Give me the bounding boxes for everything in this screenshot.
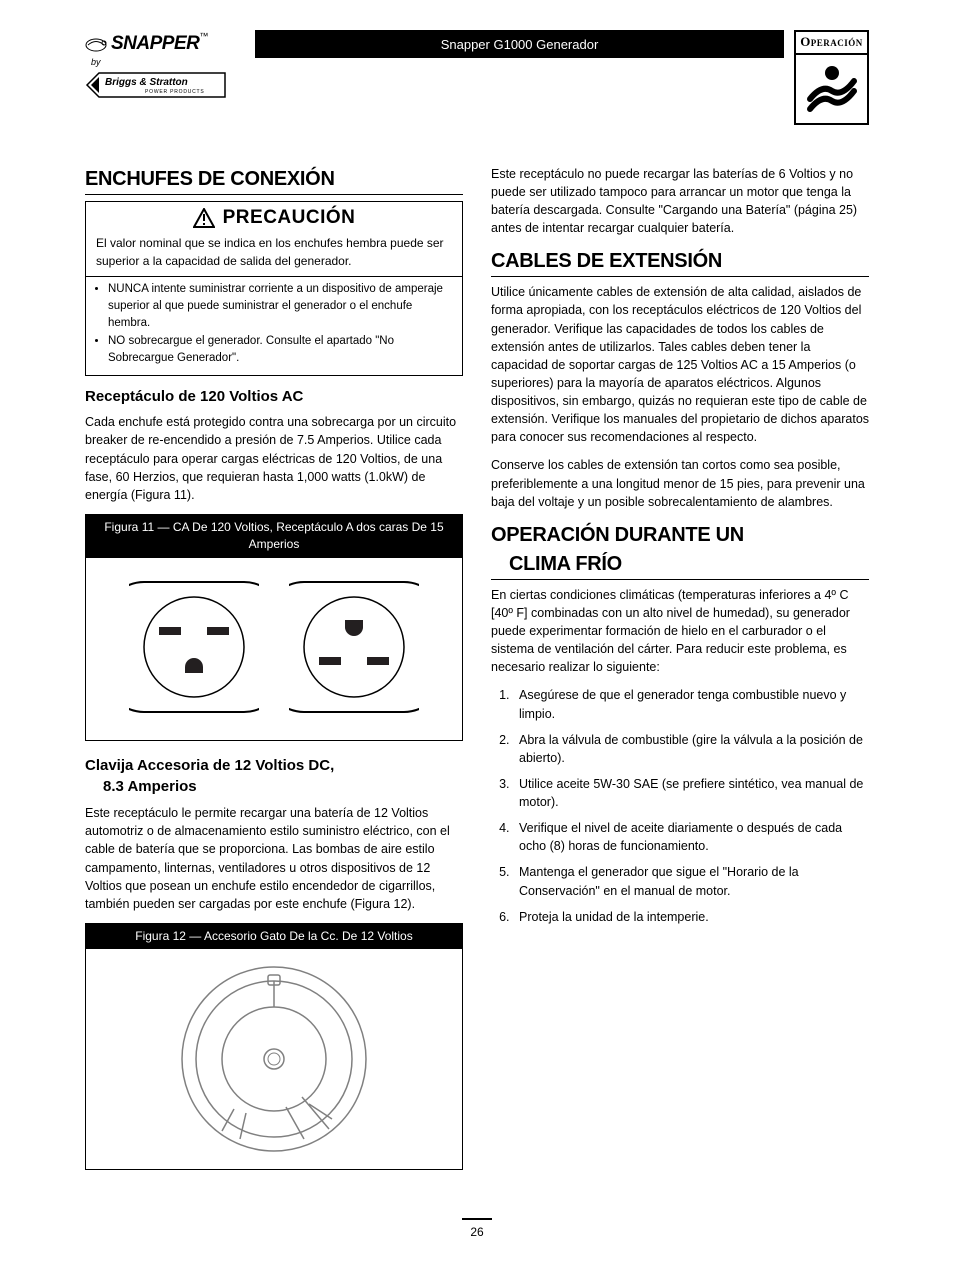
heading-line: 8.3 Amperios [85,778,197,795]
paragraph-cables-2: Conserve los cables de extensión tan cor… [491,456,869,510]
step-item: Verifique el nivel de aceite diariamente… [513,819,869,855]
heading-line: Clavija Accesoria de 12 Voltios DC, [85,757,334,774]
paragraph-cables-1: Utilice únicamente cables de extensión d… [491,283,869,446]
paragraph-clavija: Este receptáculo le permite recargar una… [85,804,463,913]
snapper-wordmark: SNAPPER™ [111,30,208,58]
figure-12-caption: Figura 12 — Accesorio Gato De la Cc. De … [86,924,462,949]
step-item: Abra la válvula de combustible (gire la … [513,731,869,767]
step-item: Mantenga el generador que sigue el "Hora… [513,863,869,899]
caution-list: NUNCA intente suministrar corriente a un… [86,276,462,374]
heading-line: OPERACIÓN DURANTE UN [491,524,744,546]
briggs-stratton-logo: Briggs & Stratton POWER PRODUCTS [85,71,235,99]
paragraph-receptaculo: Cada enchufe está protegido contra una s… [85,413,463,504]
heading-receptaculo-120v: Receptáculo de 120 Voltios AC [85,386,463,408]
outlet-icon [129,572,259,722]
step-item: Proteja la unidad de la intemperie. [513,908,869,926]
figure-12: Figura 12 — Accesorio Gato De la Cc. De … [85,923,463,1170]
snapper-logo: SNAPPER™ [85,30,245,58]
page-header: SNAPPER™ by Briggs & Stratton POWER PROD… [85,30,869,125]
page-number: 26 [85,1224,869,1241]
caution-header: PRECAUCIÓN [86,202,462,232]
section-badge-icon [796,55,867,123]
turtle-icon [85,36,107,52]
caution-item: NUNCA intente suministrar corriente a un… [108,281,452,331]
heading-clavija-12v: Clavija Accesoria de 12 Voltios DC, 8.3 … [85,755,463,799]
caution-lead-text: El valor nominal que se indica en los en… [86,231,462,276]
section-badge-label: Operación [796,32,867,55]
svg-text:POWER PRODUCTS: POWER PRODUCTS [145,89,205,95]
heading-enchufes: ENCHUFES DE CONEXIÓN [85,165,463,195]
caution-box: PRECAUCIÓN El valor nominal que se indic… [85,201,463,376]
dc-jack-icon [174,959,374,1159]
step-item: Utilice aceite 5W-30 SAE (se prefiere si… [513,775,869,811]
paragraph-clima: En ciertas condiciones climáticas (tempe… [491,586,869,677]
document-title-bar: Snapper G1000 Generador [255,30,784,58]
paragraph-battery-note: Este receptáculo no puede recargar las b… [491,165,869,238]
brand-logo: SNAPPER™ by Briggs & Stratton POWER PROD… [85,30,245,104]
section-badge: Operación [794,30,869,125]
figure-11-body [86,558,462,740]
caution-word: PRECAUCIÓN [223,204,356,232]
figure-11: Figura 11 — CA De 120 Voltios, Receptácu… [85,514,463,741]
figure-11-caption: Figura 11 — CA De 120 Voltios, Receptácu… [86,515,462,558]
step-item: Asegúrese de que el generador tenga comb… [513,686,869,722]
heading-line: CLIMA FRÍO [491,553,622,575]
heading-clima-frio: OPERACIÓN DURANTE UN CLIMA FRÍO [491,521,869,580]
svg-text:Briggs & Stratton: Briggs & Stratton [105,77,188,88]
right-column: Este receptáculo no puede recargar las b… [491,165,869,1184]
left-column: ENCHUFES DE CONEXIÓN PRECAUCIÓN El valor… [85,165,463,1184]
cold-weather-steps: Asegúrese de que el generador tenga comb… [491,686,869,925]
heading-cables: CABLES DE EXTENSIÓN [491,247,869,277]
content-columns: ENCHUFES DE CONEXIÓN PRECAUCIÓN El valor… [85,165,869,1184]
figure-12-body [86,949,462,1169]
warning-icon [193,208,215,228]
caution-item: NO sobrecargue el generador. Consulte el… [108,333,452,366]
outlet-icon [289,572,419,722]
